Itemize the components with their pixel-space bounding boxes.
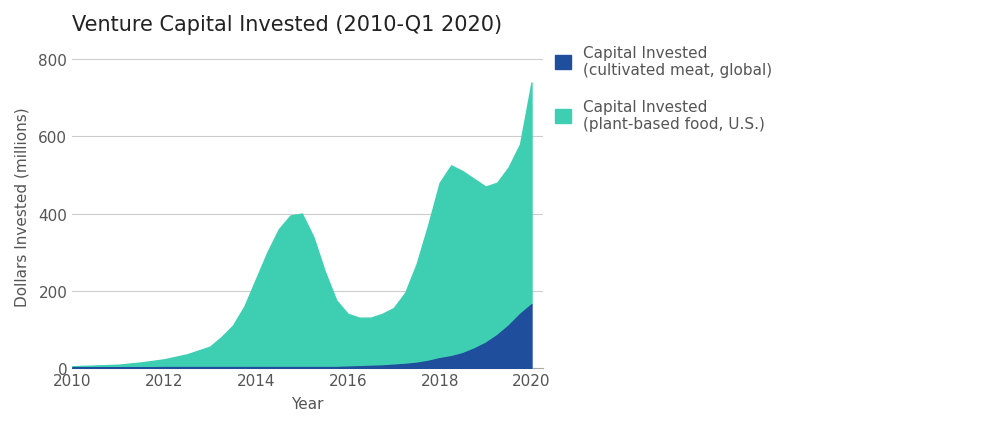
X-axis label: Year: Year — [291, 396, 324, 411]
Text: Venture Capital Invested (2010-Q1 2020): Venture Capital Invested (2010-Q1 2020) — [72, 15, 502, 35]
Y-axis label: Dollars Invested (millions): Dollars Invested (millions) — [15, 107, 30, 306]
Legend: Capital Invested
(cultivated meat, global), Capital Invested
(plant-based food, : Capital Invested (cultivated meat, globa… — [555, 46, 772, 132]
